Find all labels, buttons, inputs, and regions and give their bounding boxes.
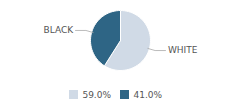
html-text:59.0%: 59.0% — [82, 89, 111, 100]
html-text:41.0%: 41.0% — [133, 89, 163, 100]
svg-text:WHITE: WHITE — [168, 45, 198, 55]
svg-text:BLACK: BLACK — [44, 25, 75, 35]
